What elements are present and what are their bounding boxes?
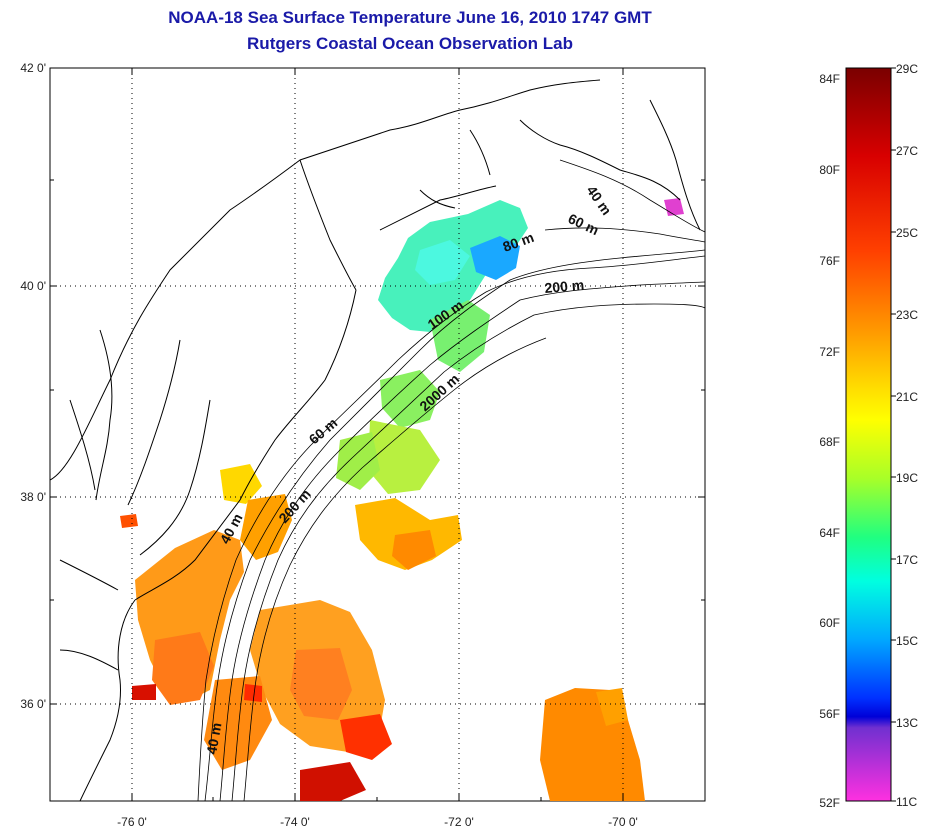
colorbar-c-label: 13C: [896, 716, 918, 730]
map-body: 40 m 60 m 80 m 200 m 100 m 2000 m 60 m 2…: [50, 68, 705, 801]
colorbar-c-label: 23C: [896, 308, 918, 322]
colorbar-f-labels: 84F 80F 76F 72F 68F 64F 60F 56F 52F: [819, 72, 840, 810]
lon-tick-labels: -76 0' -74 0' -72 0' -70 0': [117, 815, 638, 829]
map-subtitle: Rutgers Coastal Ocean Observation Lab: [247, 34, 573, 53]
lon-tick-label: -74 0': [280, 815, 310, 829]
colorbar-c-label: 19C: [896, 471, 918, 485]
colorbar-f-label: 56F: [819, 707, 840, 721]
lon-tick-label: -76 0': [117, 815, 147, 829]
contour-label: 40 m: [203, 721, 224, 755]
lat-tick-label: 36 0': [20, 697, 46, 711]
colorbar-ticks: [891, 67, 896, 802]
map-title: NOAA-18 Sea Surface Temperature June 16,…: [168, 8, 652, 27]
colorbar-c-label: 25C: [896, 226, 918, 240]
contour-label: 200 m: [544, 277, 585, 296]
lat-tick-label: 38 0': [20, 490, 46, 504]
lat-tick-label: 42 0': [20, 61, 46, 75]
coastline: [50, 79, 701, 801]
colorbar-c-label: 27C: [896, 144, 918, 158]
colorbar-c-label: 15C: [896, 634, 918, 648]
colorbar-f-label: 60F: [819, 616, 840, 630]
colorbar-c-label: 29C: [896, 62, 918, 76]
graticule: [50, 68, 705, 801]
colorbar: [845, 67, 892, 802]
lat-tick-labels: 42 0' 40 0' 38 0' 36 0': [20, 61, 46, 711]
colorbar-c-label: 17C: [896, 553, 918, 567]
sst-patches: [120, 196, 690, 801]
colorbar-c-label: 21C: [896, 390, 918, 404]
colorbar-f-label: 72F: [819, 345, 840, 359]
lat-tick-label: 40 0': [20, 279, 46, 293]
colorbar-f-label: 52F: [819, 796, 840, 810]
colorbar-f-label: 76F: [819, 254, 840, 268]
colorbar-f-label: 80F: [819, 163, 840, 177]
lon-tick-label: -72 0': [444, 815, 474, 829]
colorbar-f-label: 68F: [819, 435, 840, 449]
colorbar-f-label: 64F: [819, 526, 840, 540]
frame-ticks: [50, 68, 705, 801]
lon-tick-label: -70 0': [608, 815, 638, 829]
bathymetry-contours: [197, 159, 705, 801]
colorbar-c-label: 11C: [896, 795, 917, 809]
colorbar-f-label: 84F: [819, 72, 840, 86]
colorbar-c-labels: 29C 27C 25C 23C 21C 19C 17C 15C 13C 11C: [896, 62, 918, 809]
